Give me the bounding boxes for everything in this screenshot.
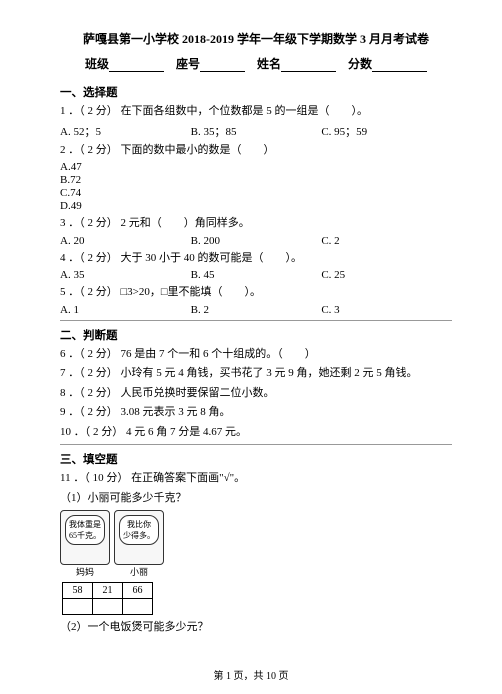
q4-opt-b: B. 45 bbox=[191, 269, 322, 281]
question-2-options: A.47 B.72 C.74 D.49 bbox=[60, 161, 452, 212]
question-6: 6 ．（ 2 分） 76 是由 7 个一和 6 个十组成的。（ ） bbox=[60, 346, 452, 363]
section-3-heading: 三、填空题 bbox=[60, 451, 452, 467]
page-title: 萨嘎县第一小学校 2018-2019 学年一年级下学期数学 3 月月考试卷 bbox=[60, 30, 452, 47]
q2-opt-b: B.72 bbox=[60, 174, 452, 186]
q5-opt-b: B. 2 bbox=[191, 304, 322, 316]
label-name: 姓名 bbox=[257, 57, 281, 71]
q1-opt-c: C. 95；59 bbox=[321, 123, 452, 139]
answer-table: 58 21 66 bbox=[62, 582, 153, 615]
blank-score bbox=[372, 60, 427, 72]
q3-opt-c: C. 2 bbox=[321, 235, 452, 247]
question-10: 10 ．（ 2 分） 4 元 6 角 7 分是 4.67 元。 bbox=[60, 424, 452, 441]
cell-blank bbox=[93, 599, 123, 615]
section-1-heading: 一、选择题 bbox=[60, 84, 452, 100]
girl-figure: 我比你 少得多。 小丽 bbox=[114, 510, 164, 578]
blank-name bbox=[281, 60, 336, 72]
q2-opt-c: C.74 bbox=[60, 187, 452, 199]
question-7: 7 ．（ 2 分） 小玲有 5 元 4 角钱，买书花了 3 元 9 角，她还剩 … bbox=[60, 365, 452, 382]
q3-opt-a: A. 20 bbox=[60, 235, 191, 247]
question-11-2: （2）一个电饭煲可能多少元？ bbox=[60, 619, 452, 636]
mom-bubble: 我体重是 65千克。 bbox=[65, 515, 105, 545]
question-9: 9 ．（ 2 分） 3.08 元表示 3 元 8 角。 bbox=[60, 404, 452, 421]
table-row: 58 21 66 bbox=[63, 583, 153, 599]
q3-opt-b: B. 200 bbox=[191, 235, 322, 247]
q2-opt-d: D.49 bbox=[60, 200, 452, 212]
q2-opt-a: A.47 bbox=[60, 161, 452, 173]
q5-opt-a: A. 1 bbox=[60, 304, 191, 316]
label-class: 班级 bbox=[85, 57, 109, 71]
question-5-options: A. 1 B. 2 C. 3 bbox=[60, 304, 452, 316]
cell-blank bbox=[63, 599, 93, 615]
divider-1 bbox=[60, 320, 452, 321]
illustration-block: 我体重是 65千克。 妈妈 我比你 少得多。 小丽 bbox=[60, 510, 452, 578]
q1-opt-a: A. 52；5 bbox=[60, 123, 191, 139]
question-3: 3 ．（ 2 分） 2 元和（ ）角同样多。 bbox=[60, 215, 452, 232]
question-11-1: （1）小丽可能多少千克？ bbox=[60, 490, 452, 507]
question-4-options: A. 35 B. 45 C. 25 bbox=[60, 269, 452, 281]
question-11: 11 ．（ 10 分） 在正确答案下面画"√"。 bbox=[60, 470, 452, 487]
cell-1: 21 bbox=[93, 583, 123, 599]
cell-2: 66 bbox=[123, 583, 153, 599]
question-2: 2 ．（ 2 分） 下面的数中最小的数是（ ） bbox=[60, 142, 452, 159]
q1-opt-b: B. 35；85 bbox=[191, 123, 322, 139]
cell-blank bbox=[123, 599, 153, 615]
q4-opt-c: C. 25 bbox=[321, 269, 452, 281]
question-3-options: A. 20 B. 200 C. 2 bbox=[60, 235, 452, 247]
question-4: 4 ．（ 2 分） 大于 30 小于 40 的数可能是（ ）。 bbox=[60, 250, 452, 267]
question-1-options: A. 52；5 B. 35；85 C. 95；59 bbox=[60, 123, 452, 139]
question-5: 5 ．（ 2 分） □3>20，□里不能填（ ）。 bbox=[60, 284, 452, 301]
blank-seat bbox=[200, 60, 245, 72]
cell-0: 58 bbox=[63, 583, 93, 599]
mom-label: 妈妈 bbox=[60, 565, 110, 578]
q4-opt-a: A. 35 bbox=[60, 269, 191, 281]
girl-label: 小丽 bbox=[114, 565, 164, 578]
girl-bubble: 我比你 少得多。 bbox=[119, 515, 159, 545]
table-row bbox=[63, 599, 153, 615]
label-seat: 座号 bbox=[176, 57, 200, 71]
q5-opt-c: C. 3 bbox=[321, 304, 452, 316]
question-8: 8 ．（ 2 分） 人民币兑换时要保留二位小数。 bbox=[60, 385, 452, 402]
divider-2 bbox=[60, 444, 452, 445]
header-row: 班级 座号 姓名 分数 bbox=[60, 55, 452, 72]
question-1: 1 ．（ 2 分） 在下面各组数中，个位数都是 5 的一组是（ ）。 bbox=[60, 103, 452, 120]
section-2-heading: 二、判断题 bbox=[60, 327, 452, 343]
page-footer: 第 1 页，共 10 页 bbox=[0, 667, 502, 682]
label-score: 分数 bbox=[348, 57, 372, 71]
mom-figure: 我体重是 65千克。 妈妈 bbox=[60, 510, 110, 578]
blank-class bbox=[109, 60, 164, 72]
